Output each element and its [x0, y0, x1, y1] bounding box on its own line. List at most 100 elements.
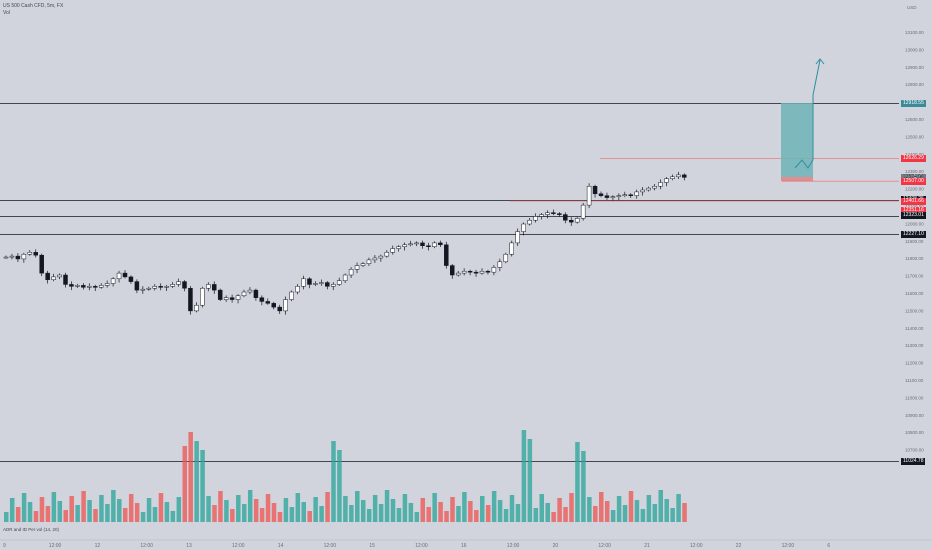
volume-bar [319, 506, 324, 522]
candle-body [658, 182, 663, 187]
candle-body [414, 242, 419, 245]
volume-bar [628, 491, 634, 522]
volume-bar [557, 498, 562, 522]
candle-body [533, 216, 538, 221]
candle-body [283, 299, 288, 312]
price-tick: 10700.00 [905, 448, 924, 453]
horizontal-levels[interactable] [0, 103, 899, 462]
price-badge-l: 12227.10 [901, 230, 926, 238]
candle-body [307, 278, 312, 285]
volume-bar [509, 495, 515, 522]
candle-body [158, 286, 163, 288]
candle-body [188, 287, 193, 312]
volume-bar [384, 490, 390, 522]
candle-body [235, 295, 241, 300]
volume-bar [27, 502, 33, 522]
candle-body [491, 267, 497, 273]
volume-bar [408, 503, 414, 522]
volume-bar [539, 494, 544, 522]
price-badge-j: 12351.16 [901, 207, 926, 215]
candle-body [640, 189, 645, 193]
price-tick: 12200.00 [905, 187, 924, 192]
candle-body [253, 289, 259, 298]
price-tick: 12800.00 [905, 82, 924, 87]
candle-body [539, 214, 544, 217]
volume-bar [9, 498, 15, 522]
price-tick: 11800.00 [905, 256, 924, 261]
time-tick: 12:00 [324, 543, 337, 549]
volume-bar [331, 441, 336, 522]
price-badge-c: 12626.29 [901, 155, 926, 163]
price-tick: 12600.00 [905, 117, 924, 122]
volume-bar [140, 512, 146, 522]
candle-body [402, 244, 407, 247]
volume-bar [634, 500, 640, 522]
volume-bar [313, 497, 318, 522]
volume-bar [57, 501, 63, 522]
candle-body [325, 282, 330, 287]
candle-body [479, 270, 485, 274]
candle-body [610, 196, 616, 198]
volume-bar [420, 498, 425, 522]
candle-body [592, 185, 598, 195]
candle-body [604, 195, 610, 198]
time-tick: 12:00 [598, 543, 611, 549]
volume-bar [390, 499, 396, 522]
candle-body [331, 284, 336, 287]
price-tick: 12100.00 [905, 204, 924, 209]
volume-bar [117, 499, 122, 522]
volume-bar [355, 491, 360, 522]
volume-bar [682, 503, 687, 522]
symbol-title[interactable]: US 500 Cash CFD, 5m, FX [3, 3, 64, 9]
time-axis[interactable]: 9 12:00 12 12:00 13 12:00 14 12:00 15 12:00 16 12:0… [0, 539, 932, 549]
time-tick: 6 [827, 543, 830, 549]
volume-bar [200, 450, 205, 522]
candle-body [342, 274, 348, 281]
candle-body [39, 254, 44, 274]
volume-bar [563, 507, 568, 522]
candle-body [515, 231, 520, 244]
candle-body [473, 271, 479, 274]
candle-body [289, 291, 294, 300]
price-tick: 13000.00 [905, 47, 924, 52]
volume-bar [551, 512, 556, 522]
volume-bar [247, 490, 253, 522]
volume-bar [21, 493, 27, 522]
candle-body [563, 214, 568, 221]
volume-bar [164, 502, 170, 522]
candle-body [319, 282, 324, 284]
time-tick: 9 [3, 543, 6, 549]
time-tick: 15 [369, 543, 375, 549]
candle-body [354, 265, 360, 270]
volume-bar [271, 503, 277, 522]
volume-bar [604, 501, 610, 522]
volume-bar [170, 511, 176, 522]
candle-body [194, 304, 199, 312]
candle-body [426, 245, 431, 247]
volume-bar [414, 512, 420, 522]
price-tick: 11400.00 [905, 326, 924, 331]
volume-bar [33, 511, 39, 522]
candle-body [93, 286, 98, 288]
volume-indicator-title[interactable]: Vol [3, 10, 10, 16]
time-tick: 16 [461, 543, 467, 549]
volume-bar [444, 511, 449, 522]
candle-body [301, 278, 306, 287]
candle-body [384, 252, 390, 257]
price-tick: 11700.00 [905, 274, 924, 279]
price-axis[interactable]: 13100.0013000.0012900.0012800.0012700.00… [905, 30, 924, 453]
candle-body [420, 242, 425, 246]
volume-pane-label[interactable]: ADR and ID Per vol (14, 20) [3, 527, 60, 532]
candle-body [682, 174, 687, 178]
volume-bar [527, 439, 533, 522]
candle-body [152, 286, 157, 289]
candle-body [527, 219, 532, 225]
long-position-tool[interactable] [781, 58, 825, 182]
candle-body [664, 178, 669, 183]
volume-bar [676, 494, 681, 522]
candle-body [545, 212, 550, 215]
candle-body [467, 270, 473, 273]
candle-body [241, 291, 247, 297]
price-badge-i: 12401.66 [901, 197, 926, 205]
